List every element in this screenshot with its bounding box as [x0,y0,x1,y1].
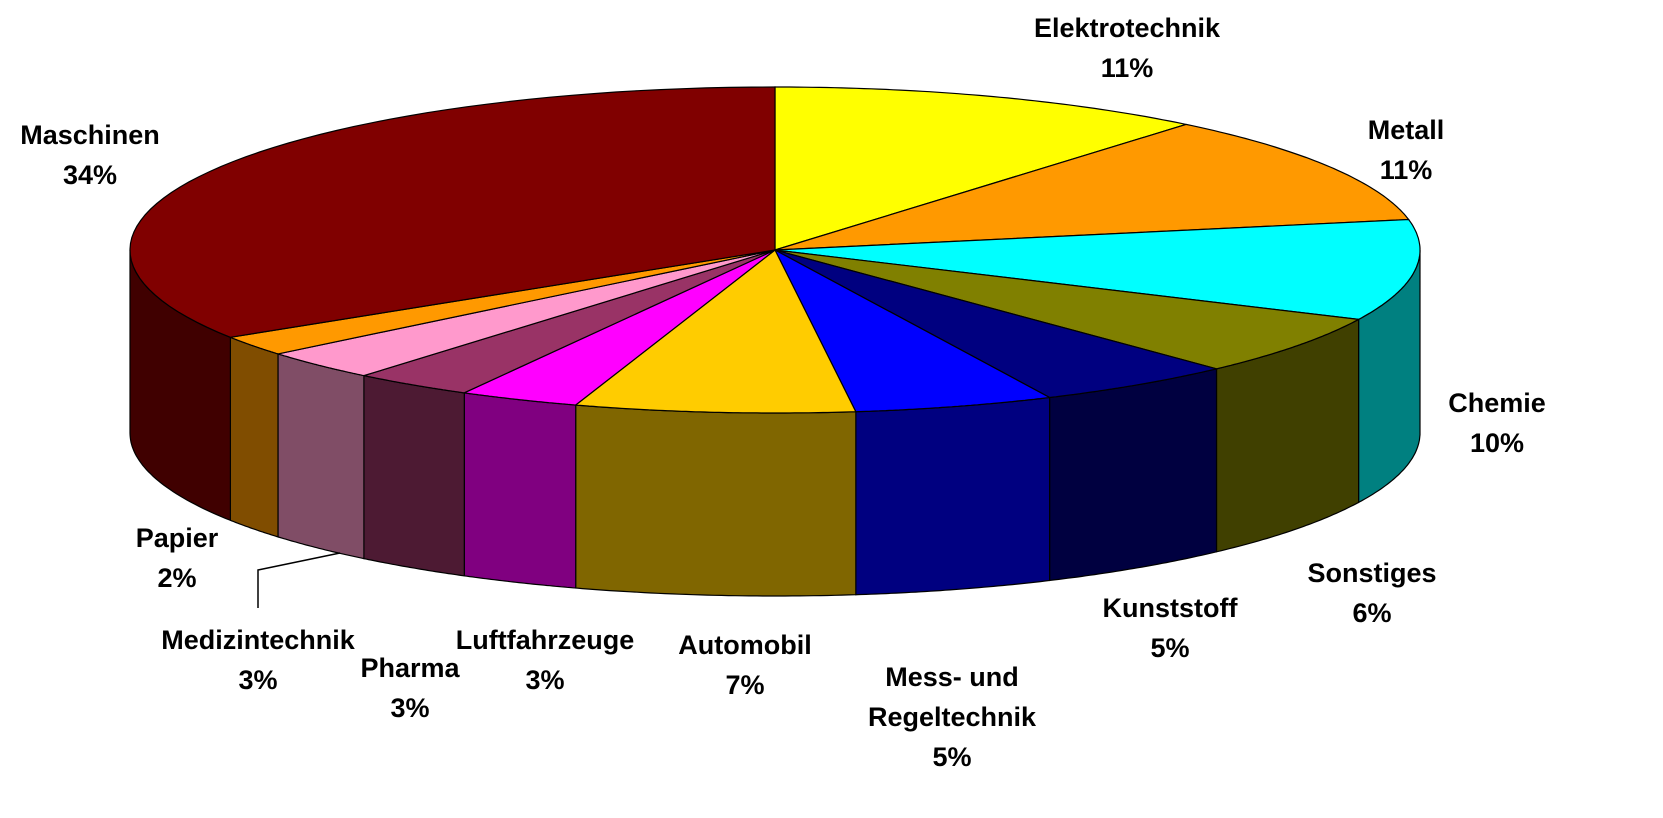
value-label: 11% [1379,155,1433,185]
leader-line [257,552,341,608]
pie-slice [774,249,1219,399]
pie-slice [774,218,1421,321]
category-label: Kunststoff [1102,593,1238,623]
slice-label: Medizintechnik 3% [161,620,355,700]
slice-label: Papier 2% [136,518,219,598]
pie-slice [774,86,1187,251]
category-label: Elektrotechnik [1033,13,1221,43]
slice-label: Chemie 10% [1448,383,1546,463]
value-label: 6% [1352,598,1392,628]
category-label: Chemie [1448,388,1546,418]
category-label: Medizintechnik [161,625,355,655]
category-label: Luftfahrzeuge [455,625,635,655]
pie-slice [773,248,1052,413]
category-label: Papier [135,523,219,553]
pie-slice [228,249,776,355]
pie-slice [277,249,776,377]
value-label: 34% [62,160,118,190]
value-label: 5% [932,742,972,772]
value-label: 2% [157,563,197,593]
pie-slice [129,86,776,338]
pie-slice [363,249,776,394]
pie-side [363,374,465,577]
slice-label: Maschinen 34% [20,115,160,195]
category-label: Metall [1367,115,1445,145]
pie-side [575,404,857,597]
value-label: 3% [525,665,565,695]
pie-slice [462,249,776,406]
slice-label: Pharma 3% [360,648,459,728]
value-label: 3% [238,665,278,695]
slice-label: Luftfahrzeuge 3% [456,620,635,700]
pie-slice [774,249,1361,370]
category-label: Automobil [678,630,812,660]
category-label: Sonstiges [1307,558,1437,588]
slice-label: Metall 11% [1368,110,1445,190]
value-label: 11% [1100,53,1154,83]
pie-side [229,336,279,538]
pie-slice [574,249,857,414]
value-label: 3% [390,693,430,723]
pie-side [463,392,577,589]
slice-label: Automobil 7% [678,625,811,705]
slice-label: Kunststoff 5% [1103,588,1238,668]
slice-label: Mess- und Regeltechnik 5% [847,657,1057,777]
pie-side [1049,368,1218,582]
slice-label: Sonstiges 6% [1307,553,1436,633]
slice-label: Elektrotechnik 11% [1034,8,1220,88]
category-label: Pharma [360,653,460,683]
pie-side [277,353,365,560]
category-label: Maschinen [20,120,160,150]
value-label: 7% [725,670,765,700]
pie-slice [774,123,1410,251]
value-label: 10% [1469,428,1525,458]
value-label: 5% [1150,633,1190,663]
category-label: Mess- und Regeltechnik [867,662,1037,732]
pie-side [855,396,1051,596]
